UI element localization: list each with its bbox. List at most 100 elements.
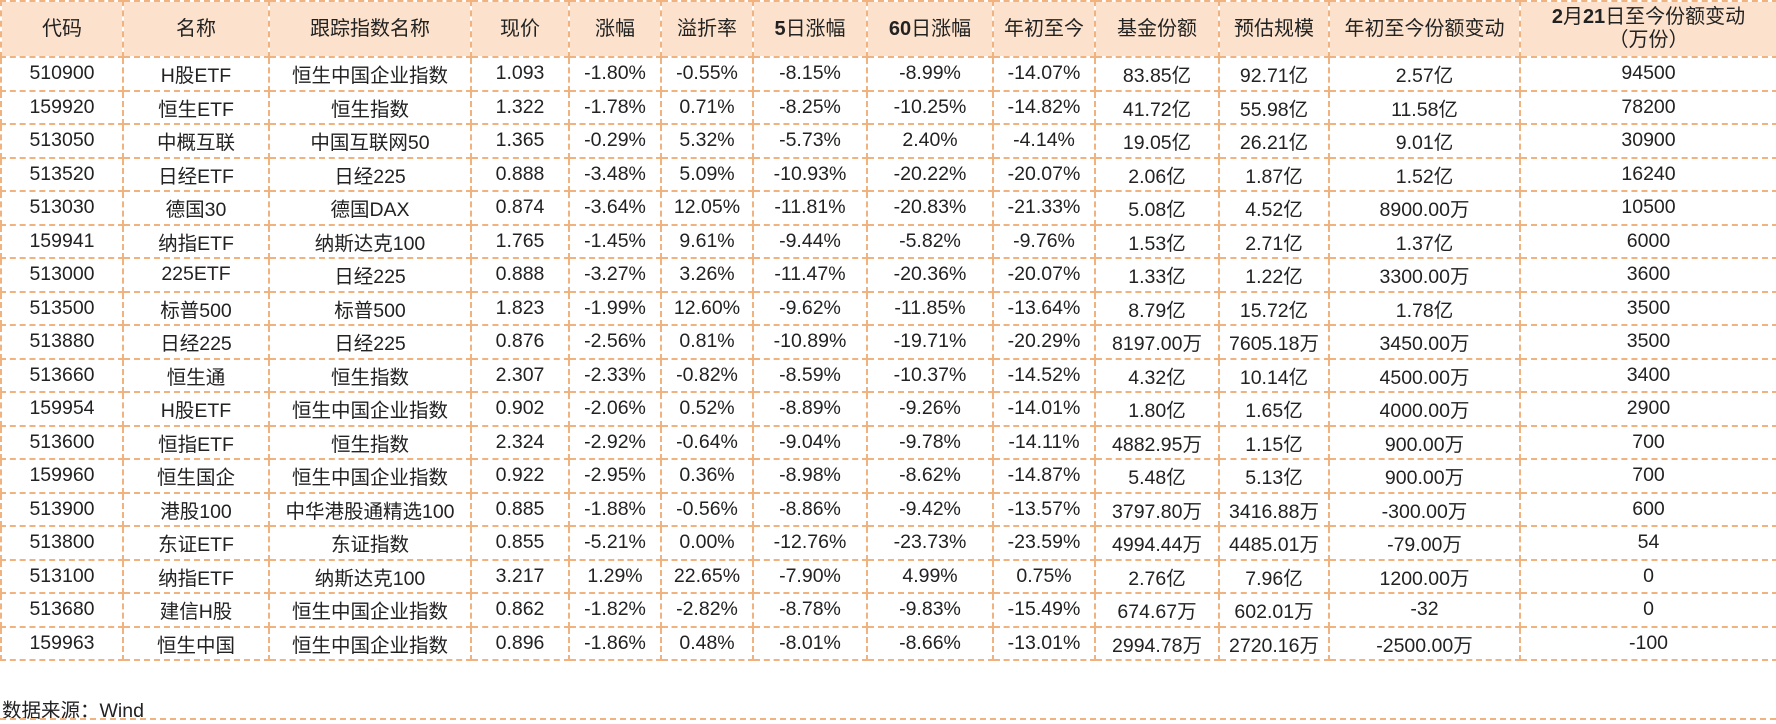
cell-feb21-share-change: 0 bbox=[1519, 592, 1776, 628]
cell-name: 中概互联 bbox=[122, 123, 270, 159]
cell-price: 0.855 bbox=[470, 525, 570, 561]
cell-change: -1.45% bbox=[568, 223, 662, 259]
cell-change: -3.27% bbox=[568, 257, 662, 293]
cell-code: 159954 bbox=[0, 391, 124, 427]
cell-fund-shares: 674.67万 bbox=[1094, 592, 1220, 628]
table-row: 159960 恒生国企 恒生中国企业指数 0.922 -2.95% 0.36% -8.98%… bbox=[0, 458, 1776, 494]
cell-ytd: -15.49% bbox=[992, 592, 1096, 628]
cell-code: 513900 bbox=[0, 491, 124, 527]
cell-feb21-share-change: 700 bbox=[1519, 424, 1776, 460]
table-row: 513030 德国30 德国DAX 0.874 -3.64% 12.05% -11.81% -… bbox=[0, 190, 1776, 226]
cell-price: 1.365 bbox=[470, 123, 570, 159]
cell-index-name: 恒生指数 bbox=[268, 424, 472, 460]
cell-premium: -0.55% bbox=[660, 56, 754, 92]
cell-premium: 22.65% bbox=[660, 558, 754, 594]
cell-5d-change: -5.73% bbox=[752, 123, 868, 159]
header-5d-change: 5日涨幅 bbox=[752, 0, 868, 58]
cell-fund-shares: 8.79亿 bbox=[1094, 290, 1220, 326]
cell-code: 159941 bbox=[0, 223, 124, 259]
header-ytd-share-change: 年初至今份额变动 bbox=[1328, 0, 1521, 58]
cell-ytd-share-change: -79.00万 bbox=[1328, 525, 1521, 561]
cell-index-name: 恒生中国企业指数 bbox=[268, 458, 472, 494]
cell-code: 513050 bbox=[0, 123, 124, 159]
cell-est-size: 5.13亿 bbox=[1218, 458, 1330, 494]
header-index-name: 跟踪指数名称 bbox=[268, 0, 472, 58]
cell-feb21-share-change: 2900 bbox=[1519, 391, 1776, 427]
cell-price: 0.922 bbox=[470, 458, 570, 494]
table-row: 513800 东证ETF 东证指数 0.855 -5.21% 0.00% -12.76% -2… bbox=[0, 525, 1776, 561]
etf-table: 代码 名称 跟踪指数名称 现价 涨幅 溢折率 5日涨幅 60日涨幅 年初至今 基… bbox=[0, 0, 1776, 661]
cell-name: 纳指ETF bbox=[122, 223, 270, 259]
cell-est-size: 15.72亿 bbox=[1218, 290, 1330, 326]
cell-ytd: -4.14% bbox=[992, 123, 1096, 159]
cell-premium: 9.61% bbox=[660, 223, 754, 259]
cell-name: 恒指ETF bbox=[122, 424, 270, 460]
cell-name: 恒生国企 bbox=[122, 458, 270, 494]
cell-premium: 0.52% bbox=[660, 391, 754, 427]
cell-change: -3.64% bbox=[568, 190, 662, 226]
cell-feb21-share-change: 3400 bbox=[1519, 357, 1776, 393]
cell-code: 513500 bbox=[0, 290, 124, 326]
cell-index-name: 日经225 bbox=[268, 156, 472, 192]
cell-feb21-share-change: 0 bbox=[1519, 558, 1776, 594]
cell-fund-shares: 4994.44万 bbox=[1094, 525, 1220, 561]
cell-code: 510900 bbox=[0, 56, 124, 92]
cell-60d-change: -10.25% bbox=[866, 89, 994, 125]
cell-fund-shares: 83.85亿 bbox=[1094, 56, 1220, 92]
cell-index-name: 日经225 bbox=[268, 257, 472, 293]
cell-fund-shares: 1.80亿 bbox=[1094, 391, 1220, 427]
cell-index-name: 恒生中国企业指数 bbox=[268, 56, 472, 92]
header-code: 代码 bbox=[0, 0, 124, 58]
table-row: 513660 恒生通 恒生指数 2.307 -2.33% -0.82% -8.59% -10.… bbox=[0, 357, 1776, 393]
cell-est-size: 1.15亿 bbox=[1218, 424, 1330, 460]
cell-change: -1.82% bbox=[568, 592, 662, 628]
cell-feb21-share-change: 700 bbox=[1519, 458, 1776, 494]
cell-code: 513030 bbox=[0, 190, 124, 226]
cell-name: 恒生ETF bbox=[122, 89, 270, 125]
cell-index-name: 恒生指数 bbox=[268, 357, 472, 393]
cell-5d-change: -9.62% bbox=[752, 290, 868, 326]
cell-premium: -0.64% bbox=[660, 424, 754, 460]
cell-name: 港股100 bbox=[122, 491, 270, 527]
cell-index-name: 纳斯达克100 bbox=[268, 223, 472, 259]
table-row: 513880 日经225 日经225 0.876 -2.56% 0.81% -10.89% -… bbox=[0, 324, 1776, 360]
cell-ytd: -13.01% bbox=[992, 625, 1096, 661]
cell-change: -1.86% bbox=[568, 625, 662, 661]
cell-est-size: 7605.18万 bbox=[1218, 324, 1330, 360]
cell-est-size: 4.52亿 bbox=[1218, 190, 1330, 226]
cell-price: 0.888 bbox=[470, 156, 570, 192]
cell-change: -2.33% bbox=[568, 357, 662, 393]
cell-change: -1.99% bbox=[568, 290, 662, 326]
cell-est-size: 1.87亿 bbox=[1218, 156, 1330, 192]
cell-code: 513100 bbox=[0, 558, 124, 594]
cell-name: 225ETF bbox=[122, 257, 270, 293]
cell-change: -2.92% bbox=[568, 424, 662, 460]
cell-change: -3.48% bbox=[568, 156, 662, 192]
cell-name: 恒生通 bbox=[122, 357, 270, 393]
cell-price: 0.862 bbox=[470, 592, 570, 628]
cell-premium: 5.32% bbox=[660, 123, 754, 159]
table-row: 513900 港股100 中华港股通精选100 0.885 -1.88% -0.56% -8… bbox=[0, 491, 1776, 527]
cell-code: 159963 bbox=[0, 625, 124, 661]
cell-change: -1.78% bbox=[568, 89, 662, 125]
cell-5d-change: -8.78% bbox=[752, 592, 868, 628]
cell-premium: 0.71% bbox=[660, 89, 754, 125]
cell-name: 东证ETF bbox=[122, 525, 270, 561]
header-name: 名称 bbox=[122, 0, 270, 58]
cell-price: 0.902 bbox=[470, 391, 570, 427]
cell-code: 159920 bbox=[0, 89, 124, 125]
cell-ytd: -14.87% bbox=[992, 458, 1096, 494]
table-row: 159941 纳指ETF 纳斯达克100 1.765 -1.45% 9.61% -9.44%… bbox=[0, 223, 1776, 259]
cell-60d-change: 4.99% bbox=[866, 558, 994, 594]
cell-fund-shares: 5.08亿 bbox=[1094, 190, 1220, 226]
cell-feb21-share-change: -100 bbox=[1519, 625, 1776, 661]
cell-ytd: -14.52% bbox=[992, 357, 1096, 393]
cell-60d-change: -11.85% bbox=[866, 290, 994, 326]
cell-ytd-share-change: -32 bbox=[1328, 592, 1521, 628]
cell-ytd: -20.29% bbox=[992, 324, 1096, 360]
cell-code: 513800 bbox=[0, 525, 124, 561]
cell-5d-change: -10.89% bbox=[752, 324, 868, 360]
cell-5d-change: -7.90% bbox=[752, 558, 868, 594]
cell-est-size: 10.14亿 bbox=[1218, 357, 1330, 393]
cell-name: 标普500 bbox=[122, 290, 270, 326]
